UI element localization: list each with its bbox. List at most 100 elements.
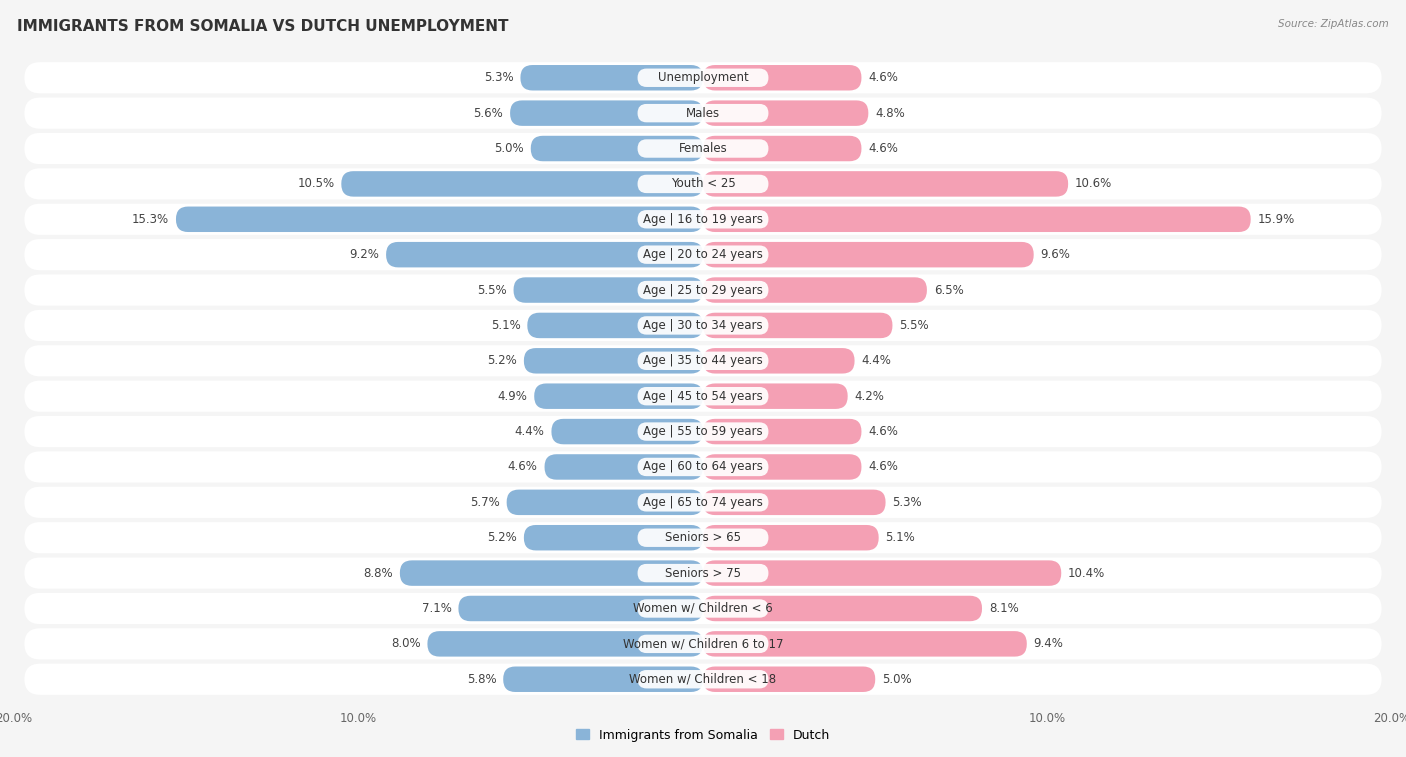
FancyBboxPatch shape: [531, 136, 703, 161]
FancyBboxPatch shape: [703, 101, 869, 126]
Text: Females: Females: [679, 142, 727, 155]
Text: 15.9%: 15.9%: [1257, 213, 1295, 226]
FancyBboxPatch shape: [24, 62, 1382, 93]
FancyBboxPatch shape: [527, 313, 703, 338]
FancyBboxPatch shape: [524, 348, 703, 373]
FancyBboxPatch shape: [637, 387, 769, 406]
Text: 4.6%: 4.6%: [869, 425, 898, 438]
FancyBboxPatch shape: [703, 277, 927, 303]
Text: 10.6%: 10.6%: [1076, 177, 1112, 191]
Text: Seniors > 65: Seniors > 65: [665, 531, 741, 544]
FancyBboxPatch shape: [24, 239, 1382, 270]
Text: 5.5%: 5.5%: [900, 319, 929, 332]
Text: 8.0%: 8.0%: [391, 637, 420, 650]
Text: Women w/ Children 6 to 17: Women w/ Children 6 to 17: [623, 637, 783, 650]
FancyBboxPatch shape: [24, 664, 1382, 695]
Text: 4.6%: 4.6%: [869, 142, 898, 155]
Text: 5.1%: 5.1%: [886, 531, 915, 544]
Text: Age | 30 to 34 years: Age | 30 to 34 years: [643, 319, 763, 332]
Text: Age | 60 to 64 years: Age | 60 to 64 years: [643, 460, 763, 473]
Text: Age | 55 to 59 years: Age | 55 to 59 years: [643, 425, 763, 438]
Text: Seniors > 75: Seniors > 75: [665, 566, 741, 580]
FancyBboxPatch shape: [24, 628, 1382, 659]
Text: 9.4%: 9.4%: [1033, 637, 1063, 650]
Text: Women w/ Children < 6: Women w/ Children < 6: [633, 602, 773, 615]
FancyBboxPatch shape: [534, 384, 703, 409]
FancyBboxPatch shape: [24, 593, 1382, 624]
Text: 7.1%: 7.1%: [422, 602, 451, 615]
FancyBboxPatch shape: [637, 634, 769, 653]
Text: 5.0%: 5.0%: [495, 142, 524, 155]
Text: 5.3%: 5.3%: [893, 496, 922, 509]
Text: 5.2%: 5.2%: [488, 354, 517, 367]
FancyBboxPatch shape: [637, 670, 769, 688]
Text: 5.3%: 5.3%: [484, 71, 513, 84]
Text: 9.2%: 9.2%: [349, 248, 380, 261]
Text: 5.6%: 5.6%: [474, 107, 503, 120]
FancyBboxPatch shape: [513, 277, 703, 303]
Text: Age | 25 to 29 years: Age | 25 to 29 years: [643, 284, 763, 297]
Text: 4.6%: 4.6%: [869, 460, 898, 473]
FancyBboxPatch shape: [703, 384, 848, 409]
FancyBboxPatch shape: [524, 525, 703, 550]
Text: Source: ZipAtlas.com: Source: ZipAtlas.com: [1278, 19, 1389, 29]
Text: 10.5%: 10.5%: [297, 177, 335, 191]
FancyBboxPatch shape: [387, 242, 703, 267]
FancyBboxPatch shape: [703, 525, 879, 550]
FancyBboxPatch shape: [551, 419, 703, 444]
FancyBboxPatch shape: [24, 310, 1382, 341]
FancyBboxPatch shape: [506, 490, 703, 515]
Text: 4.9%: 4.9%: [498, 390, 527, 403]
FancyBboxPatch shape: [637, 210, 769, 229]
FancyBboxPatch shape: [703, 666, 875, 692]
Text: Age | 35 to 44 years: Age | 35 to 44 years: [643, 354, 763, 367]
FancyBboxPatch shape: [399, 560, 703, 586]
FancyBboxPatch shape: [703, 136, 862, 161]
FancyBboxPatch shape: [703, 171, 1069, 197]
FancyBboxPatch shape: [637, 564, 769, 582]
FancyBboxPatch shape: [24, 98, 1382, 129]
FancyBboxPatch shape: [637, 422, 769, 441]
Text: 4.2%: 4.2%: [855, 390, 884, 403]
FancyBboxPatch shape: [176, 207, 703, 232]
Text: 5.5%: 5.5%: [477, 284, 506, 297]
FancyBboxPatch shape: [703, 454, 862, 480]
Text: 5.8%: 5.8%: [467, 673, 496, 686]
Text: 4.4%: 4.4%: [515, 425, 544, 438]
FancyBboxPatch shape: [637, 175, 769, 193]
Text: 9.6%: 9.6%: [1040, 248, 1070, 261]
FancyBboxPatch shape: [703, 242, 1033, 267]
FancyBboxPatch shape: [703, 207, 1251, 232]
FancyBboxPatch shape: [520, 65, 703, 91]
FancyBboxPatch shape: [510, 101, 703, 126]
Text: 4.8%: 4.8%: [875, 107, 905, 120]
FancyBboxPatch shape: [703, 560, 1062, 586]
Text: 6.5%: 6.5%: [934, 284, 963, 297]
FancyBboxPatch shape: [703, 596, 981, 621]
FancyBboxPatch shape: [24, 381, 1382, 412]
FancyBboxPatch shape: [458, 596, 703, 621]
Legend: Immigrants from Somalia, Dutch: Immigrants from Somalia, Dutch: [571, 724, 835, 746]
Text: 8.8%: 8.8%: [363, 566, 392, 580]
FancyBboxPatch shape: [342, 171, 703, 197]
FancyBboxPatch shape: [24, 557, 1382, 589]
FancyBboxPatch shape: [637, 600, 769, 618]
FancyBboxPatch shape: [427, 631, 703, 656]
FancyBboxPatch shape: [24, 275, 1382, 306]
Text: Age | 20 to 24 years: Age | 20 to 24 years: [643, 248, 763, 261]
Text: 8.1%: 8.1%: [988, 602, 1019, 615]
Text: 5.2%: 5.2%: [488, 531, 517, 544]
FancyBboxPatch shape: [24, 451, 1382, 482]
Text: Males: Males: [686, 107, 720, 120]
FancyBboxPatch shape: [637, 493, 769, 512]
Text: Age | 45 to 54 years: Age | 45 to 54 years: [643, 390, 763, 403]
FancyBboxPatch shape: [637, 458, 769, 476]
FancyBboxPatch shape: [637, 139, 769, 157]
FancyBboxPatch shape: [637, 528, 769, 547]
Text: Youth < 25: Youth < 25: [671, 177, 735, 191]
Text: 10.4%: 10.4%: [1069, 566, 1105, 580]
Text: IMMIGRANTS FROM SOMALIA VS DUTCH UNEMPLOYMENT: IMMIGRANTS FROM SOMALIA VS DUTCH UNEMPLO…: [17, 19, 509, 34]
FancyBboxPatch shape: [703, 490, 886, 515]
Text: Age | 65 to 74 years: Age | 65 to 74 years: [643, 496, 763, 509]
FancyBboxPatch shape: [24, 487, 1382, 518]
